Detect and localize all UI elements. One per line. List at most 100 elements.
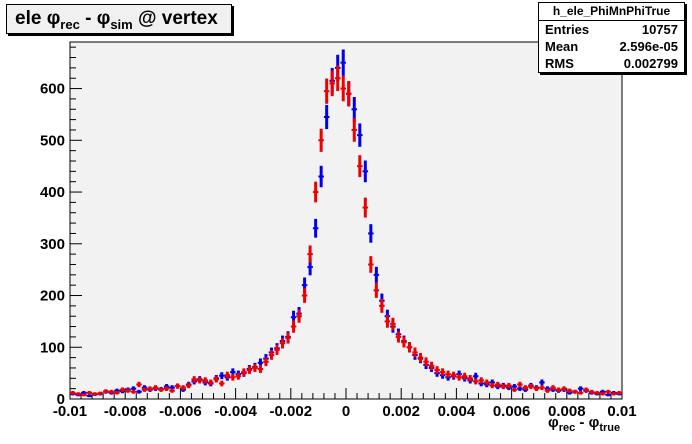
data-point <box>114 390 120 395</box>
title-prefix: ele <box>15 8 47 29</box>
data-point <box>362 197 369 218</box>
title-phi-sim: φ <box>96 8 111 29</box>
y-tick-label: 400 <box>40 184 65 201</box>
stats-value: 10757 <box>641 22 678 37</box>
data-point <box>323 104 330 130</box>
data-point <box>605 389 611 394</box>
data-point <box>450 371 457 379</box>
data-point <box>561 386 567 391</box>
data-point <box>334 65 341 92</box>
data-point <box>196 377 203 384</box>
data-point <box>417 352 424 363</box>
data-point <box>616 390 622 395</box>
data-point <box>539 385 545 391</box>
data-point <box>174 383 181 389</box>
y-tick-label: 500 <box>40 132 65 149</box>
data-point <box>296 309 302 323</box>
x-tick-label: 0.004 <box>438 403 476 420</box>
data-point <box>390 317 396 331</box>
title-suffix: @ vertex <box>132 8 218 29</box>
data-point <box>484 379 490 386</box>
title-phi-rec: φ <box>46 8 61 29</box>
data-point <box>92 392 98 396</box>
axes-group: -0.01 -0.008 -0.006 -0.004 -0.002 0 0.002 0.004… <box>40 46 637 420</box>
data-point <box>125 388 131 393</box>
stats-label: RMS <box>545 56 574 71</box>
y-tick-label: 600 <box>40 81 65 98</box>
x-tick-label: -0.002 <box>270 403 313 420</box>
data-point <box>152 385 159 391</box>
data-point <box>577 386 584 391</box>
data-point <box>202 377 208 384</box>
data-point <box>246 366 253 374</box>
data-point <box>351 97 358 122</box>
data-point <box>428 361 435 371</box>
data-point <box>605 393 611 397</box>
data-point <box>489 382 496 389</box>
data-point <box>312 218 319 238</box>
data-point <box>219 372 225 380</box>
plot-frame <box>69 41 623 400</box>
data-point <box>610 392 617 396</box>
x-tick-label: 0.002 <box>382 403 420 420</box>
data-point <box>456 373 462 381</box>
x-tick-label: -0.01 <box>53 403 87 420</box>
data-point <box>406 342 413 353</box>
data-point <box>434 366 440 374</box>
data-point <box>235 372 242 380</box>
stats-row-mean: Mean 2.596e-05 <box>539 38 684 55</box>
histogram-title: ele φrec - φsim @ vertex <box>6 4 232 34</box>
data-point <box>158 387 164 392</box>
data-point <box>208 379 214 386</box>
data-series-2 <box>70 65 622 397</box>
data-point <box>517 381 523 388</box>
data-point <box>340 75 346 102</box>
data-point <box>445 370 451 378</box>
data-point <box>439 368 446 376</box>
stats-row-entries: Entries 10757 <box>539 21 684 38</box>
data-point <box>351 118 358 142</box>
data-point <box>368 256 374 273</box>
data-point <box>318 128 324 152</box>
data-point <box>301 288 308 303</box>
data-point <box>346 81 352 107</box>
data-point <box>230 373 236 381</box>
data-point <box>550 385 556 391</box>
data-point <box>395 331 402 343</box>
y-tick-label: 100 <box>40 339 65 356</box>
data-point <box>81 393 87 397</box>
data-point <box>472 378 479 385</box>
x-tick-label: -0.008 <box>104 403 147 420</box>
data-point <box>500 384 507 390</box>
title-sub-sim: sim <box>110 16 133 32</box>
data-point <box>285 332 291 344</box>
y-tick-label: 200 <box>40 288 65 305</box>
data-point <box>373 282 380 298</box>
stats-value: 2.596e-05 <box>619 39 678 54</box>
stats-box: h_ele_PhiMnPhiTrue Entries 10757 Mean 2.… <box>538 2 685 73</box>
data-point <box>268 350 275 360</box>
x-tick-label: 0.01 <box>607 403 636 420</box>
y-tick-label: 0 <box>57 391 65 408</box>
data-point <box>533 386 540 391</box>
x-tick-label: 0.008 <box>548 403 586 420</box>
data-point <box>412 347 418 358</box>
x-tick-label: 0.006 <box>493 403 531 420</box>
data-point <box>357 155 363 178</box>
xtitle-phi-true: φ <box>588 414 600 431</box>
data-point <box>307 245 313 263</box>
data-point <box>257 365 264 373</box>
data-point <box>379 298 385 313</box>
data-point <box>252 363 258 372</box>
data-point <box>241 368 247 376</box>
data-point <box>163 386 170 391</box>
data-point <box>522 385 529 391</box>
data-point <box>103 389 109 394</box>
data-point <box>130 389 137 394</box>
data-point <box>423 357 429 367</box>
x-tick-label: -0.006 <box>159 403 202 420</box>
data-point <box>263 357 269 367</box>
data-point <box>572 389 578 394</box>
y-tick-label: 300 <box>40 236 65 253</box>
